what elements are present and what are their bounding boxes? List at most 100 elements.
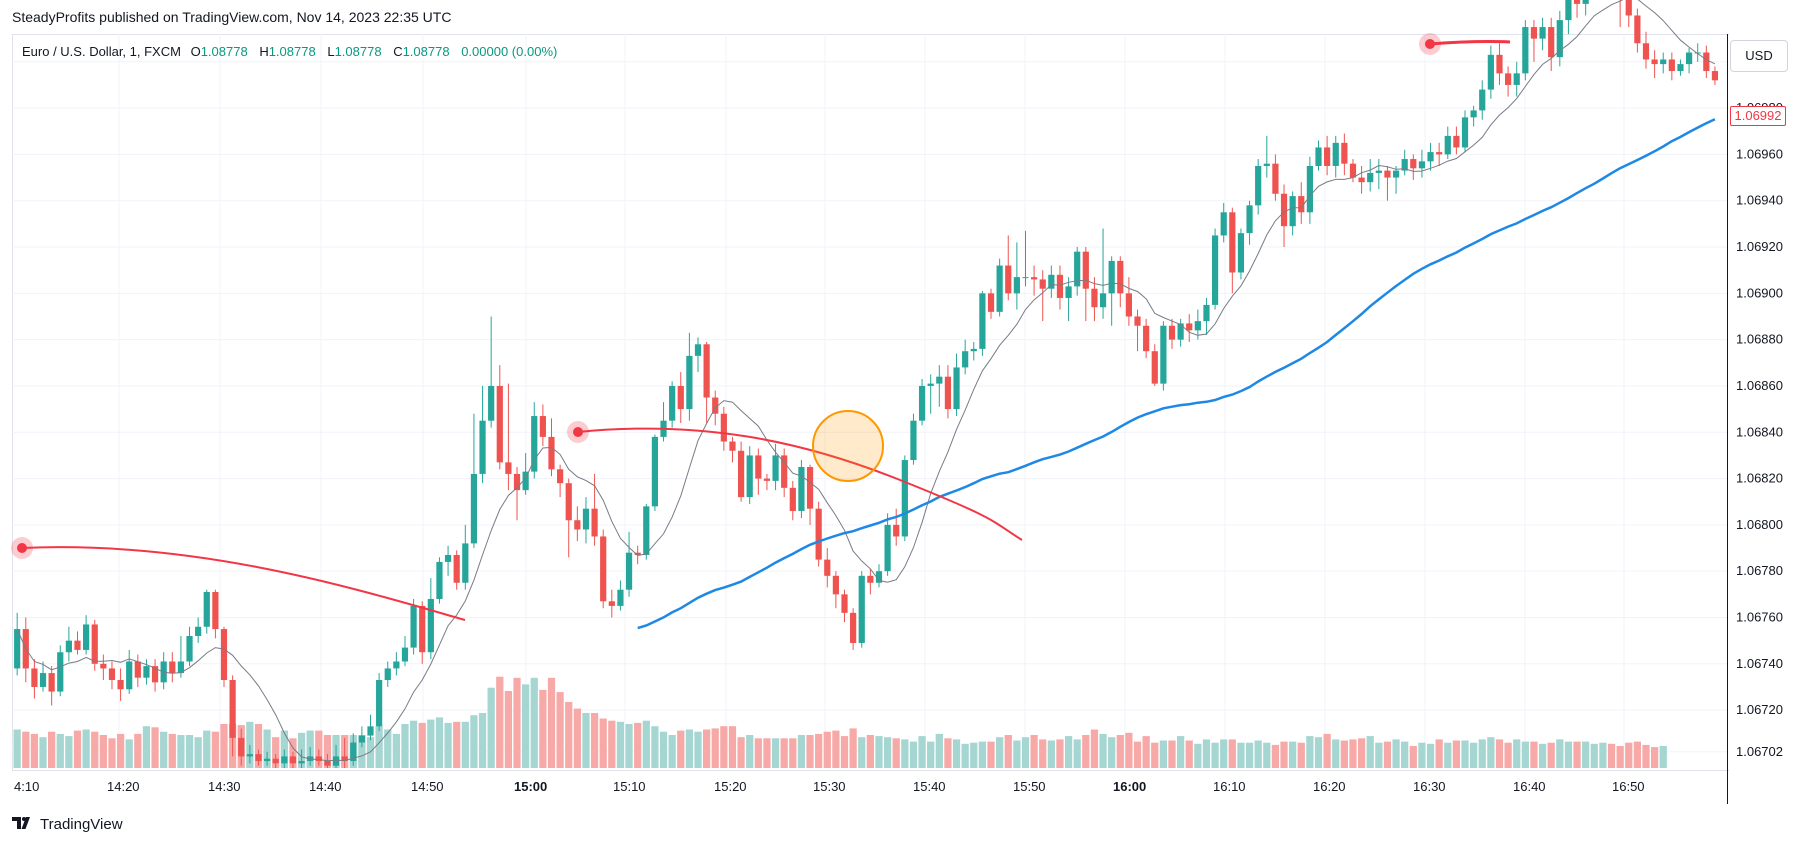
volume-bar xyxy=(392,733,400,768)
volume-bar xyxy=(1538,743,1547,768)
volume-bar xyxy=(1401,741,1409,768)
candle-body xyxy=(1625,0,1632,16)
volume-bar xyxy=(280,730,288,768)
candle-body xyxy=(332,756,340,766)
volume-bar xyxy=(1064,736,1073,768)
volume-bar xyxy=(737,737,745,768)
candle-body xyxy=(1168,325,1176,340)
volume-bar xyxy=(582,713,590,768)
volume-bar xyxy=(1082,735,1090,768)
volume-bar xyxy=(1582,741,1590,768)
candle-body xyxy=(1539,27,1546,39)
volume-bar xyxy=(1194,743,1202,768)
volume-bar xyxy=(1108,737,1116,768)
candle-body xyxy=(1479,89,1486,111)
candle-body xyxy=(513,473,521,491)
candle-body xyxy=(1668,59,1675,72)
candle-body xyxy=(927,383,934,386)
currency-button[interactable]: USD xyxy=(1730,40,1788,72)
volume-bar xyxy=(849,728,857,768)
candle-body xyxy=(824,559,831,576)
volume-bar xyxy=(668,735,676,768)
volume-bar xyxy=(1099,733,1107,768)
volume-bar xyxy=(1168,740,1176,768)
candle-body xyxy=(1470,110,1477,118)
candle-body xyxy=(979,293,986,349)
candle-body xyxy=(850,612,857,643)
volume-bar xyxy=(73,730,82,768)
y-tick-label: 1.06840 xyxy=(1736,424,1783,439)
volume-bar xyxy=(927,741,935,768)
candle-body xyxy=(1031,277,1038,280)
volume-bar xyxy=(203,730,211,768)
candle-body xyxy=(14,629,21,669)
x-tick-label: 16:50 xyxy=(1612,779,1645,794)
volume-bar xyxy=(944,738,952,768)
volume-bar xyxy=(272,737,280,768)
high-value: 1.08778 xyxy=(268,44,316,59)
candle-body xyxy=(1487,54,1494,90)
volume-bar xyxy=(1151,742,1159,768)
candle-body xyxy=(1039,279,1046,289)
volume-bar xyxy=(987,741,995,768)
candle-body xyxy=(574,520,581,530)
x-tick-label: 15:20 xyxy=(714,779,747,794)
volume-bar xyxy=(616,721,625,768)
candle-body xyxy=(1108,260,1115,294)
volume-bar xyxy=(409,720,418,768)
candle-body xyxy=(772,455,779,481)
y-tick-label: 1.06860 xyxy=(1736,378,1783,393)
chart-frame xyxy=(12,34,1729,771)
candle-body xyxy=(246,754,253,757)
y-tick-label: 1.06740 xyxy=(1736,656,1783,671)
candle-body xyxy=(436,561,443,599)
footer-brand[interactable]: TradingView xyxy=(12,816,123,833)
y-tick-label: 1.06760 xyxy=(1736,609,1783,624)
candle-body xyxy=(462,543,469,583)
volume-bar xyxy=(1521,741,1529,768)
volume-bar xyxy=(547,677,556,768)
volume-bar xyxy=(1039,739,1047,768)
brand-name: TradingView xyxy=(40,816,123,833)
candle-body xyxy=(806,466,814,509)
highlight-circle xyxy=(812,410,884,482)
volume-bar xyxy=(875,736,883,768)
volume-bar xyxy=(1202,739,1211,768)
candle-body xyxy=(220,629,228,681)
candle-body xyxy=(341,756,348,762)
x-tick-label: 4:10 xyxy=(14,779,39,794)
candle-body xyxy=(134,661,141,678)
volume-bar xyxy=(1056,739,1064,768)
candle-body xyxy=(1280,193,1288,227)
candle-body xyxy=(625,552,633,590)
volume-bar xyxy=(453,721,461,768)
volume-bar xyxy=(677,730,685,768)
candle-body xyxy=(401,647,409,662)
candle-body xyxy=(669,385,676,421)
volume-bar xyxy=(996,737,1004,768)
candle-body xyxy=(1203,304,1210,322)
volume-bar xyxy=(1366,736,1374,768)
candle-body xyxy=(376,680,383,727)
y-tick-label: 1.06880 xyxy=(1736,332,1783,347)
volume-bar xyxy=(539,689,547,768)
x-tick-label: 16:20 xyxy=(1313,779,1346,794)
candle-body xyxy=(238,737,245,757)
candle-body xyxy=(1642,43,1650,60)
candle-body xyxy=(1229,212,1236,273)
candle-body xyxy=(298,761,305,764)
candle-body xyxy=(1237,233,1245,273)
candle-body xyxy=(470,473,478,544)
volume-bar xyxy=(1530,741,1538,768)
volume-bar xyxy=(444,722,452,768)
volume-bar xyxy=(1418,742,1426,768)
x-tick-label: 14:50 xyxy=(411,779,444,794)
candle-body xyxy=(229,680,236,738)
x-tick-label: 15:50 xyxy=(1013,779,1046,794)
y-tick-label: 1.06720 xyxy=(1736,702,1783,717)
volume-bar xyxy=(1547,742,1555,768)
volume-bar xyxy=(1590,743,1598,768)
volume-bar xyxy=(522,684,530,768)
candle-body xyxy=(936,376,943,384)
